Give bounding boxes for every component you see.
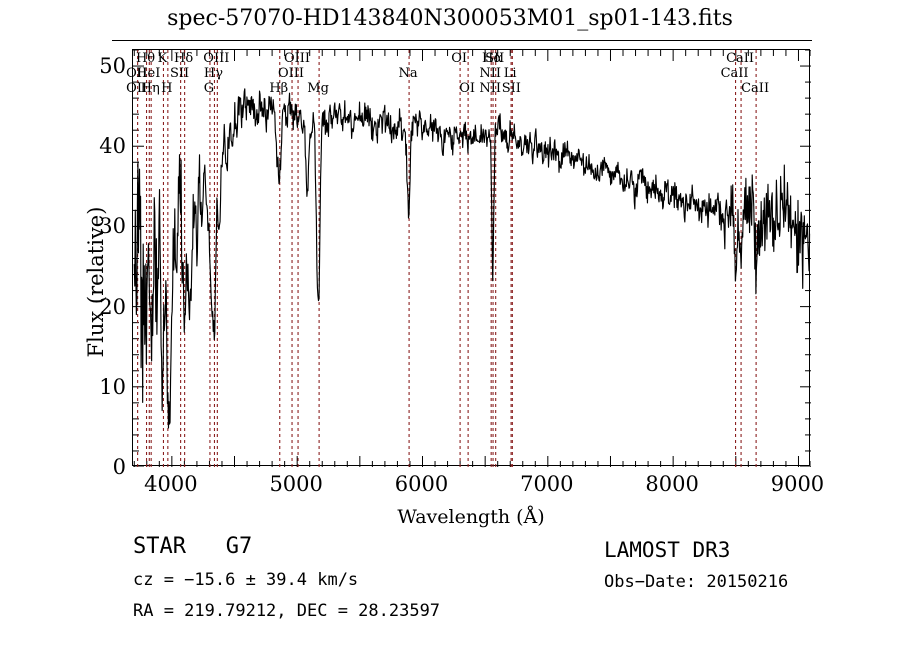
y-tick-label: 20 bbox=[99, 294, 126, 319]
x-axis-tick-labels: 4000 5000 6000 7000 8000 9000 bbox=[132, 472, 824, 502]
page-title: spec-57070-HD143840N300053M01_sp01-143.f… bbox=[167, 6, 733, 31]
object-type-and-class: STAR G7 bbox=[133, 534, 252, 559]
survey-name: LAMOST DR3 bbox=[604, 538, 731, 562]
y-tick-label: 0 bbox=[112, 455, 126, 479]
y-tick-label: 10 bbox=[99, 374, 126, 399]
x-axis-title: Wavelength (Å) bbox=[397, 506, 545, 528]
object-type: STAR bbox=[133, 534, 186, 559]
line-markers bbox=[137, 50, 757, 467]
observation-date: Obs−Date: 20150216 bbox=[604, 572, 789, 592]
plot-area bbox=[132, 49, 811, 467]
radial-velocity: cz = −15.6 ± 39.4 km/s bbox=[133, 570, 359, 590]
title-underline bbox=[112, 40, 812, 41]
x-tick-label: 9000 bbox=[770, 472, 825, 496]
y-axis-tick-labels: 0 10 20 30 40 50 bbox=[66, 49, 126, 479]
spectrum-trace bbox=[133, 88, 811, 429]
x-tick-label: 4000 bbox=[144, 472, 198, 496]
y-tick-label: 50 bbox=[99, 54, 126, 79]
y-axis-title: Flux (relative) bbox=[84, 206, 108, 358]
y-tick-label: 40 bbox=[99, 134, 126, 159]
y-axis-title-wrap: Flux (relative) bbox=[48, 150, 108, 358]
y-tick-label: 30 bbox=[99, 214, 126, 239]
x-tick-label: 6000 bbox=[394, 472, 449, 496]
x-tick-label: 5000 bbox=[269, 472, 323, 496]
x-tick-label: 7000 bbox=[520, 472, 574, 496]
spectral-class: G7 bbox=[225, 534, 253, 559]
coordinates: RA = 219.79212, DEC = 28.23597 bbox=[133, 601, 441, 621]
x-tick-label: 8000 bbox=[645, 472, 699, 496]
spectrum-plot-svg bbox=[133, 50, 811, 467]
